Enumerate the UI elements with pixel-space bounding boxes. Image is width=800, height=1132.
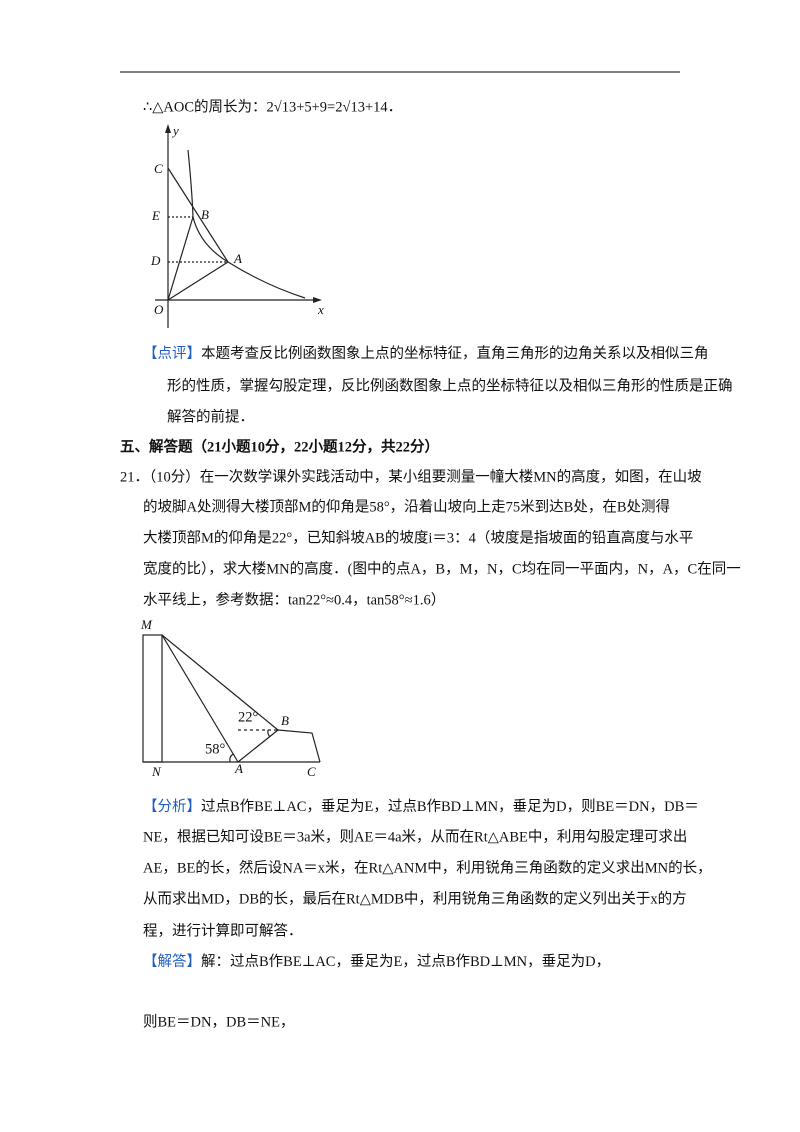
- point-label: O: [154, 302, 164, 317]
- problem-line: 宽度的比），求大楼MN的高度．(图中的点A，B，M，N，C均在同一平面内，N，A…: [143, 560, 741, 577]
- review-text: 本题考查反比例函数图象上点的坐标特征，直角三角形的边角关系以及相似三角: [201, 345, 709, 362]
- axis-label: y: [171, 123, 179, 138]
- point-label: A: [234, 761, 243, 776]
- point-label: A: [233, 251, 242, 266]
- section-heading: 五、解答题（21小题10分，22小题12分，共22分）: [120, 437, 439, 455]
- angle-label: 58°: [205, 741, 226, 757]
- solution-text: 解：过点B作BE⊥AC，垂足为E，过点B作BD⊥MN，垂足为D，: [201, 953, 610, 970]
- analysis-line: AE，BE的长，然后设NA＝x米，在Rt△ANM中，利用锐角三角函数的定义求出M…: [143, 859, 712, 876]
- problem-line: 的坡脚A处测得大楼顶部M的仰角是58°，沿着山坡向上走75米到达B处，在B处测得: [143, 498, 670, 515]
- figure-1: y C E B D A O x: [150, 123, 324, 328]
- conclusion: 则BE＝DN，DB＝NE，: [143, 1013, 294, 1030]
- problem-line: 水平线上，参考数据：tan22°≈0.4，tan58°≈1.6）: [143, 591, 445, 608]
- analysis-line: 程，进行计算即可解答．: [143, 922, 303, 939]
- point-label: B: [201, 207, 209, 222]
- review-tag: 【点评】: [143, 345, 201, 362]
- analysis-line: 从而求出MD，DB的长，最后在Rt△MDB中，利用锐角三角函数的定义列出关于x的…: [143, 890, 687, 907]
- analysis-text: 过点B作BE⊥AC，垂足为E，过点B作BD⊥MN，垂足为D，则BE＝DN，DB＝: [201, 798, 699, 815]
- analysis-tag: 【分析】: [143, 798, 201, 815]
- problem-line: 21．（10分）在一次数学课外实践活动中，某小组要测量一幢大楼MN的高度，如图，…: [120, 467, 702, 485]
- point-label: C: [154, 161, 163, 176]
- point-label: M: [140, 617, 153, 632]
- figure-2: M 22° B 58° N A C: [140, 617, 321, 779]
- analysis-line: 【分析】过点B作BE⊥AC，垂足为E，过点B作BD⊥MN，垂足为D，则BE＝DN…: [143, 798, 699, 815]
- point-label: C: [307, 764, 316, 779]
- point-label: E: [151, 208, 160, 223]
- angle-label: 22°: [238, 709, 259, 725]
- point-label: N: [151, 764, 162, 779]
- point-label: B: [281, 713, 289, 728]
- top-result: ∴△AOC的周长为：2√13+5+9=2√13+14．: [143, 98, 402, 115]
- analysis-line: NE，根据已知可设BE＝3a米，则AE＝4a米，从而在Rt△ABE中，利用勾股定…: [143, 828, 687, 845]
- review-line: 形的性质，掌握勾股定理，反比例函数图象上点的坐标特征以及相似三角形的性质是正确: [167, 377, 733, 394]
- review-line: 【点评】本题考查反比例函数图象上点的坐标特征，直角三角形的边角关系以及相似三角: [143, 345, 709, 362]
- solution-tag: 【解答】: [143, 953, 201, 970]
- point-label: D: [150, 253, 161, 268]
- review-line: 解答的前提．: [167, 408, 254, 425]
- problem-line: 大楼顶部M的仰角是22°，已知斜坡AB的坡度i＝3：4（坡度是指坡面的铅直高度与…: [143, 529, 693, 546]
- axis-label: x: [317, 302, 324, 317]
- solution-line: 【解答】解：过点B作BE⊥AC，垂足为E，过点B作BD⊥MN，垂足为D，: [143, 953, 610, 970]
